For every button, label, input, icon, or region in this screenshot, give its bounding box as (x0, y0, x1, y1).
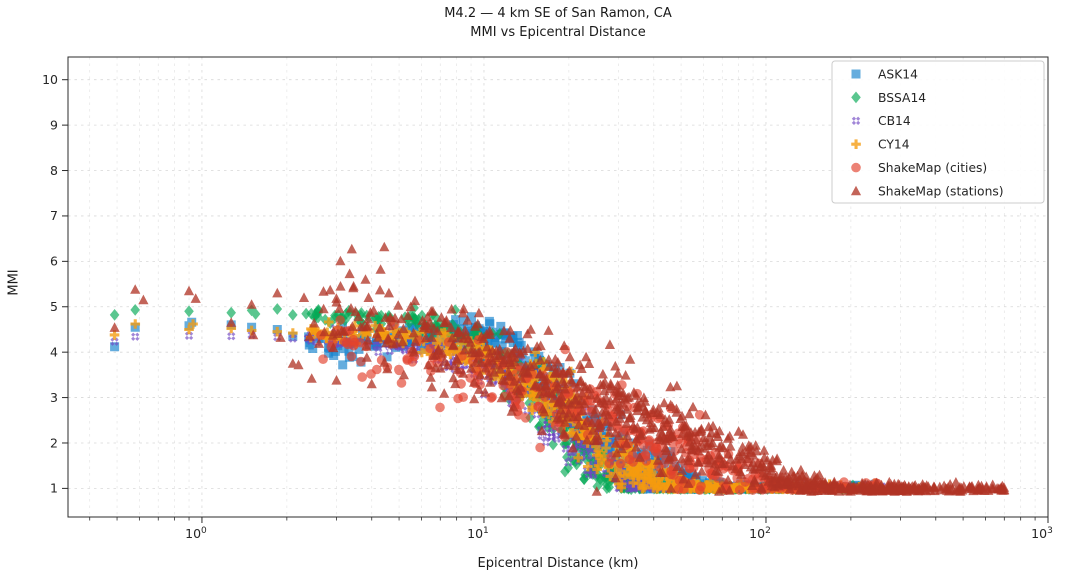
y-tick-label: 2 (50, 435, 58, 450)
plus-legend-marker-icon (851, 139, 861, 149)
legend-item-cy14: CY14 (851, 138, 910, 152)
legend-label: ShakeMap (stations) (878, 184, 1004, 198)
legend-label: ShakeMap (cities) (878, 161, 987, 175)
chart-subtitle: MMI vs Epicentral Distance (470, 25, 646, 40)
y-axis-label: MMI (6, 269, 22, 296)
scatter-points (109, 243, 1010, 495)
legend-item-bssa14: BSSA14 (851, 91, 926, 105)
scatter-points (344, 268, 988, 494)
y-tick-label: 4 (50, 344, 58, 359)
scatter-points (336, 306, 1008, 496)
legend-item-ask14: ASK14 (851, 67, 918, 81)
legend-label: ASK14 (878, 67, 918, 81)
x-tick-label: 102 (749, 526, 771, 541)
scatter-points (351, 324, 852, 494)
legend-item-shakemap-stations: ShakeMap (stations) (850, 184, 1004, 198)
x-legend-marker-icon (851, 116, 861, 125)
y-tick-label: 1 (50, 481, 58, 496)
y-tick-label: 9 (50, 117, 58, 132)
triangle-up-legend-marker-icon (850, 185, 862, 196)
plot-area (109, 241, 1010, 496)
x-tick-label: 100 (185, 526, 207, 541)
square-legend-marker-icon (851, 69, 861, 79)
legend-label: BSSA14 (878, 91, 926, 105)
chart-title: M4.2 — 4 km SE of San Ramon, CA (444, 6, 672, 21)
y-tick-label: 8 (50, 163, 58, 178)
y-tick-label: 7 (50, 208, 58, 223)
legend-item-cb14: CB14 (851, 114, 911, 128)
x-axis-label: Epicentral Distance (km) (477, 556, 639, 571)
legend-item-shakemap-cities: ShakeMap (cities) (851, 161, 987, 175)
x-tick-label: 101 (467, 526, 489, 541)
scatter-points (311, 311, 875, 496)
title-block: M4.2 — 4 km SE of San Ramon, CA MMI vs E… (68, 4, 1048, 42)
y-tick-label: 5 (50, 299, 58, 314)
y-tick-label: 6 (50, 254, 58, 269)
legend-label: CY14 (878, 138, 910, 152)
y-tick-label: 3 (50, 390, 58, 405)
diamond-legend-marker-icon (851, 91, 861, 104)
legend-label: CB14 (878, 114, 911, 128)
axes: 100 101 102 103 1 2 3 4 5 6 7 8 9 10 (42, 56, 1053, 541)
x-tick-label: 103 (1031, 526, 1053, 541)
y-tick-label: 10 (42, 72, 58, 87)
series-shakemap-stations (109, 241, 1010, 496)
circle-legend-marker-icon (851, 162, 861, 173)
legend: ASK14 BSSA14 CB14 CY14 ShakeMap (cities) Shak… (831, 60, 1045, 204)
